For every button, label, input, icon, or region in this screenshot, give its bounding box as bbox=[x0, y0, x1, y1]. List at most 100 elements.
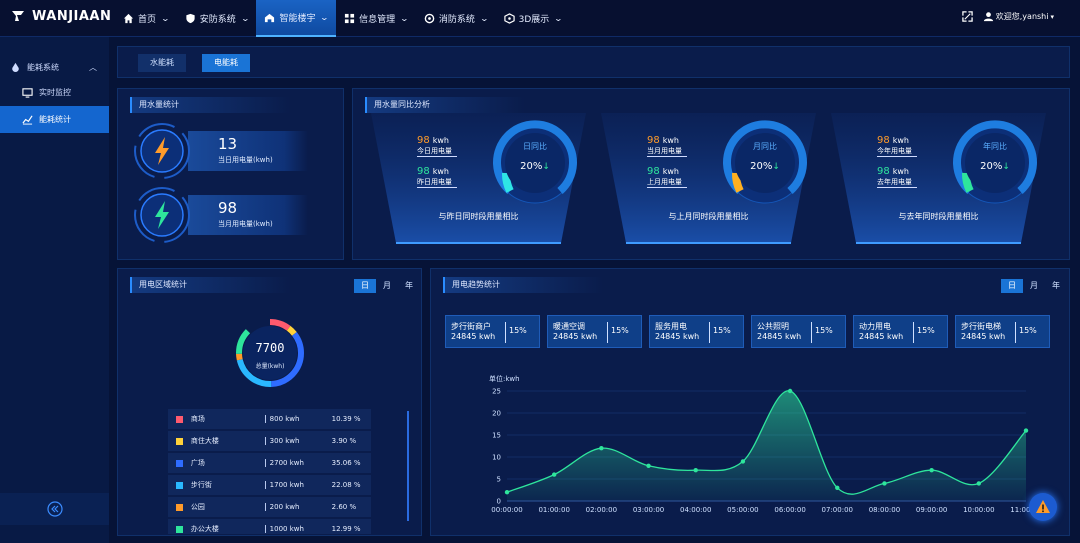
legend-value: 2700 kwh bbox=[264, 459, 332, 467]
sidebar-item-monitor[interactable]: 实时监控 bbox=[0, 79, 109, 106]
legend-row: 广场 2700 kwh 35.06 % bbox=[168, 453, 371, 473]
y-tick-label: 0 bbox=[497, 498, 501, 506]
today-usage-label: 当日用电量(kwh) bbox=[218, 156, 273, 164]
legend-swatch bbox=[176, 481, 183, 489]
nav-label: 3D展示 bbox=[518, 15, 550, 25]
gauge-percent: 20% bbox=[980, 161, 1003, 172]
nav-label: 首页 bbox=[138, 15, 157, 25]
category-card[interactable]: 暖通空调 24845 kwh 15% bbox=[547, 315, 642, 348]
month-usage-card: 98 当月用电量(kwh) bbox=[132, 185, 332, 245]
data-point bbox=[740, 459, 746, 464]
logo-text: WANJIAAN bbox=[32, 8, 112, 24]
data-point bbox=[551, 472, 557, 477]
compare-footnote: 与去年同时段用量相比 bbox=[898, 212, 979, 221]
double-chevron-left-icon bbox=[46, 501, 63, 517]
period-tabs: 日 月 年 bbox=[354, 279, 420, 293]
month-usage-label: 当月用电量(kwh) bbox=[218, 220, 273, 228]
card-band bbox=[188, 195, 308, 235]
chevron-down-icon: ⌄ bbox=[240, 14, 250, 23]
drop-icon bbox=[12, 62, 19, 72]
unit: kwh bbox=[662, 136, 679, 145]
legend-row: 步行街 1700 kwh 22.08 % bbox=[168, 475, 371, 495]
arrow-down-icon: ↓ bbox=[1002, 162, 1010, 172]
category-value: 24845 kwh bbox=[553, 332, 598, 341]
sidebar: 能耗系统 ︿ 实时监控 能耗统计 bbox=[0, 37, 109, 543]
legend-name: 步行街 bbox=[190, 481, 212, 489]
gauge-ring bbox=[953, 120, 1037, 204]
tab-month[interactable]: 月 bbox=[1030, 281, 1038, 290]
nav-label: 信息管理 bbox=[359, 15, 396, 25]
unit: kwh bbox=[432, 167, 449, 176]
top-bar: WANJIAAN 首页 ⌄ 安防系统 ⌄ 智能楼宇 ⌄ 信息管理 ⌄ 消防系统 ⌄ 3D展… bbox=[0, 0, 1080, 37]
tab-day[interactable]: 日 bbox=[354, 279, 376, 293]
nav-label: 安防系统 bbox=[199, 15, 236, 25]
legend-scrollbar[interactable] bbox=[407, 411, 409, 521]
legend-value: 1000 kwh bbox=[264, 525, 332, 533]
data-point bbox=[646, 463, 651, 468]
legend-swatch bbox=[176, 459, 183, 467]
legend-value: 200 kwh bbox=[264, 503, 332, 511]
legend-swatch bbox=[176, 503, 183, 511]
current-label: 今日用电量 bbox=[417, 146, 457, 157]
legend-value: 800 kwh bbox=[264, 415, 332, 423]
legend-name: 广场 bbox=[190, 459, 205, 467]
nav-home[interactable]: 首页 ⌄ bbox=[115, 0, 177, 37]
usage-trend-chart: 单位:kwh 0 5 10 15 20 25 00:00:00 01:00:00 02:00:00… bbox=[489, 374, 1042, 514]
compare-footnote: 与昨日同时段用量相比 bbox=[438, 212, 519, 221]
nav-smart-building[interactable]: 智能楼宇 ⌄ bbox=[256, 0, 337, 37]
current-value: 98 bbox=[647, 135, 660, 146]
top-right-tools: 欢迎您,yanshi ▾ bbox=[962, 11, 1054, 22]
unit: kwh bbox=[892, 136, 909, 145]
category-card[interactable]: 服务用电 24845 kwh 15% bbox=[649, 315, 744, 348]
user-greeting[interactable]: 欢迎您,yanshi bbox=[995, 12, 1049, 21]
legend-percent: 2.60 % bbox=[331, 503, 357, 511]
legend-value: 1700 kwh bbox=[264, 481, 332, 489]
tab-month[interactable]: 月 bbox=[383, 281, 391, 290]
sidebar-item-label: 能耗统计 bbox=[39, 115, 71, 124]
energy-type-tabs: 水能耗 电能耗 bbox=[117, 46, 1070, 78]
panel-title: 用电区域统计 bbox=[130, 277, 290, 293]
tab-electric[interactable]: 电能耗 bbox=[202, 54, 250, 72]
tab-year[interactable]: 年 bbox=[1052, 281, 1060, 290]
tab-day[interactable]: 日 bbox=[1001, 279, 1023, 293]
alarm-button[interactable] bbox=[1029, 493, 1057, 521]
legend-name: 商场 bbox=[190, 415, 205, 423]
category-card[interactable]: 动力用电 24845 kwh 15% bbox=[853, 315, 948, 348]
x-tick-label: 00:00:00 bbox=[491, 506, 522, 514]
sidebar-item-stats[interactable]: 能耗统计 bbox=[0, 106, 109, 133]
tab-water[interactable]: 水能耗 bbox=[138, 54, 186, 72]
legend-row: 商场 800 kwh 10.39 % bbox=[168, 409, 371, 429]
caret-down-icon[interactable]: ▾ bbox=[1050, 12, 1054, 21]
legend-name: 公园 bbox=[190, 503, 205, 511]
gauge-value: 20%↓ bbox=[719, 161, 811, 172]
category-card[interactable]: 步行街电梯 24845 kwh 15% bbox=[955, 315, 1050, 348]
gauge-ring bbox=[723, 120, 807, 204]
data-point bbox=[693, 468, 698, 473]
category-percent: 15% bbox=[509, 326, 527, 335]
nav-security[interactable]: 安防系统 ⌄ bbox=[177, 0, 257, 37]
category-card[interactable]: 公共照明 24845 kwh 15% bbox=[751, 315, 846, 348]
gauge-title: 年同比 bbox=[983, 142, 1007, 151]
fullscreen-icon[interactable] bbox=[962, 11, 973, 22]
data-point bbox=[599, 446, 604, 451]
x-tick-label: 11:00:00 bbox=[1010, 506, 1041, 514]
collapse-sidebar-button[interactable] bbox=[0, 493, 109, 525]
nav-info-mgmt[interactable]: 信息管理 ⌄ bbox=[336, 0, 416, 37]
category-card[interactable]: 步行街商户 24845 kwh 15% bbox=[445, 315, 540, 348]
legend-name: 办公大楼 bbox=[190, 525, 219, 533]
nav-3d[interactable]: 3D展示 ⌄ bbox=[496, 0, 570, 37]
nav-fire[interactable]: 消防系统 ⌄ bbox=[416, 0, 496, 37]
shield-icon bbox=[186, 13, 195, 24]
compare-card-year: 98 kwh 今年用电量 98 kwh 去年用电量 年同比 20%↓ 与去年同时段用量相… bbox=[831, 113, 1046, 245]
sidebar-group-energy[interactable]: 能耗系统 ︿ bbox=[0, 55, 109, 79]
tab-year[interactable]: 年 bbox=[405, 281, 413, 290]
chart-icon bbox=[22, 115, 33, 125]
category-percent: 15% bbox=[815, 326, 833, 335]
gauge-percent: 20% bbox=[750, 161, 773, 172]
x-tick-label: 02:00:00 bbox=[586, 506, 617, 514]
x-tick-label: 05:00:00 bbox=[727, 506, 758, 514]
total-value: 7700 bbox=[255, 341, 285, 355]
x-tick-label: 06:00:00 bbox=[774, 506, 805, 514]
gauge-title: 月同比 bbox=[753, 142, 777, 151]
legend-percent: 3.90 % bbox=[331, 437, 357, 445]
